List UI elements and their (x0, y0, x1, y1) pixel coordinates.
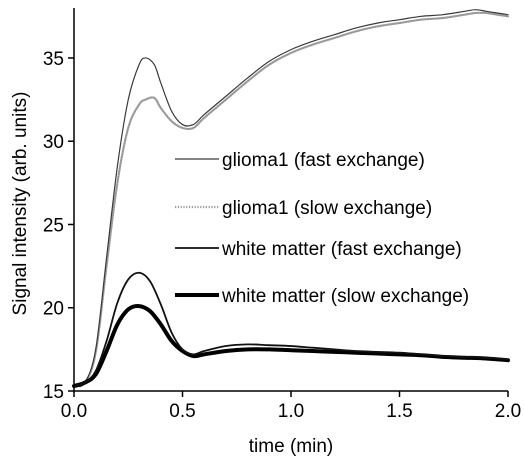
legend-label: glioma1 (slow exchange) (222, 198, 432, 219)
legend-item-glioma1-fast: glioma1 (fast exchange) (175, 150, 425, 171)
legend-label: white matter (slow exchange) (221, 286, 469, 307)
x-tick-label: 0.0 (61, 401, 87, 422)
ticks: 0.0 0.5 1.0 1.5 2.0 15 20 25 30 35 (43, 49, 521, 422)
white-matter-slow-exchange-line (72, 304, 510, 388)
legend-label: glioma1 (fast exchange) (222, 150, 425, 171)
legend-label: white matter (fast exchange) (221, 239, 462, 260)
x-tick-label: 1.0 (278, 401, 304, 422)
legend-item-white-matter-slow: white matter (slow exchange) (175, 286, 469, 307)
legend: glioma1 (fast exchange) glioma1 (slow exc… (175, 150, 469, 307)
x-tick-label: 0.5 (169, 401, 195, 422)
legend-item-white-matter-fast: white matter (fast exchange) (175, 239, 462, 260)
y-tick-label: 30 (43, 132, 64, 153)
plot-lines (72, 9, 510, 388)
white-matter-fast-exchange-line (73, 271, 509, 387)
glioma1-fast-exchange-line (73, 9, 509, 388)
x-tick-label: 1.5 (386, 401, 412, 422)
y-tick-label: 20 (43, 299, 64, 320)
y-axis-title: Signal intensity (arb. units) (10, 92, 31, 316)
glioma1-slow-exchange-line (72, 11, 510, 388)
y-tick-label: 15 (43, 382, 64, 403)
x-tick-label: 2.0 (495, 401, 521, 422)
x-axis-title: time (min) (249, 436, 333, 457)
y-tick-label: 35 (43, 49, 64, 70)
y-tick-label: 25 (43, 215, 64, 236)
legend-item-glioma1-slow: glioma1 (slow exchange) (175, 198, 432, 219)
